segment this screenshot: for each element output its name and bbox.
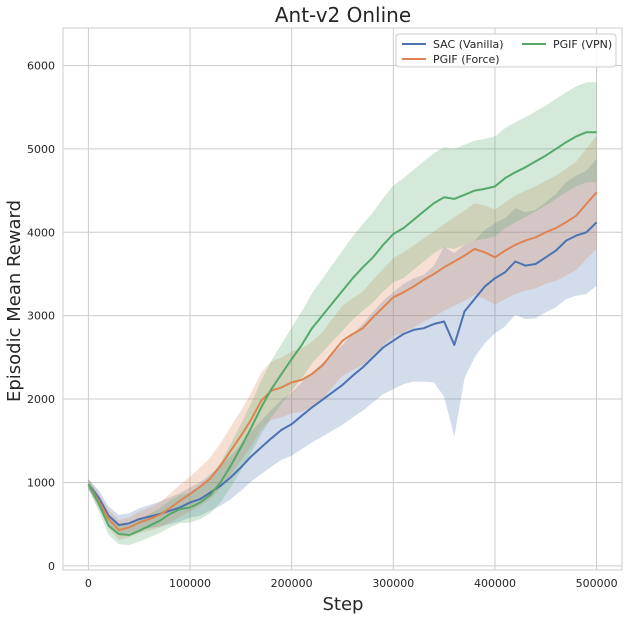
y-tick-label: 3000 xyxy=(27,310,55,323)
legend-box xyxy=(395,33,617,68)
tick-labels: 0 100000 200000 300000 400000 500000 0 1000 2000… xyxy=(27,60,618,590)
x-tick-label: 400000 xyxy=(474,577,516,590)
band-pgif-vpn xyxy=(88,82,597,545)
grid xyxy=(63,28,622,570)
legend-label-pgif-vpn: PGIF (VPN) xyxy=(553,38,612,51)
legend-label-sac-vanilla: SAC (Vanilla) xyxy=(433,38,504,51)
legend: SAC (Vanilla) PGIF (Force) PGIF (VPN) xyxy=(395,33,617,68)
y-tick-label: 4000 xyxy=(27,226,55,239)
x-tick-label: 300000 xyxy=(372,577,414,590)
line-pgif-force xyxy=(87,191,598,531)
y-tick-label: 5000 xyxy=(27,143,55,156)
x-tick-label: 0 xyxy=(85,577,92,590)
chart-title: Ant-v2 Online xyxy=(275,3,411,27)
band-pgif-force xyxy=(88,135,597,540)
series-lines xyxy=(87,131,598,536)
legend-label-pgif-force: PGIF (Force) xyxy=(433,53,500,66)
y-tick-label: 6000 xyxy=(27,60,55,73)
plot-area xyxy=(62,27,623,571)
y-axis-label: Episodic Mean Reward xyxy=(4,200,25,402)
y-tick-label: 2000 xyxy=(27,393,55,406)
line-sac-vanilla xyxy=(87,221,598,526)
x-tick-label: 500000 xyxy=(576,577,618,590)
line-pgif-vpn xyxy=(87,131,597,536)
y-tick-label: 1000 xyxy=(27,476,55,489)
x-axis-label: Step xyxy=(323,594,364,615)
y-tick-label: 0 xyxy=(48,560,55,573)
x-tick-label: 200000 xyxy=(271,577,313,590)
x-tick-label: 100000 xyxy=(169,577,211,590)
